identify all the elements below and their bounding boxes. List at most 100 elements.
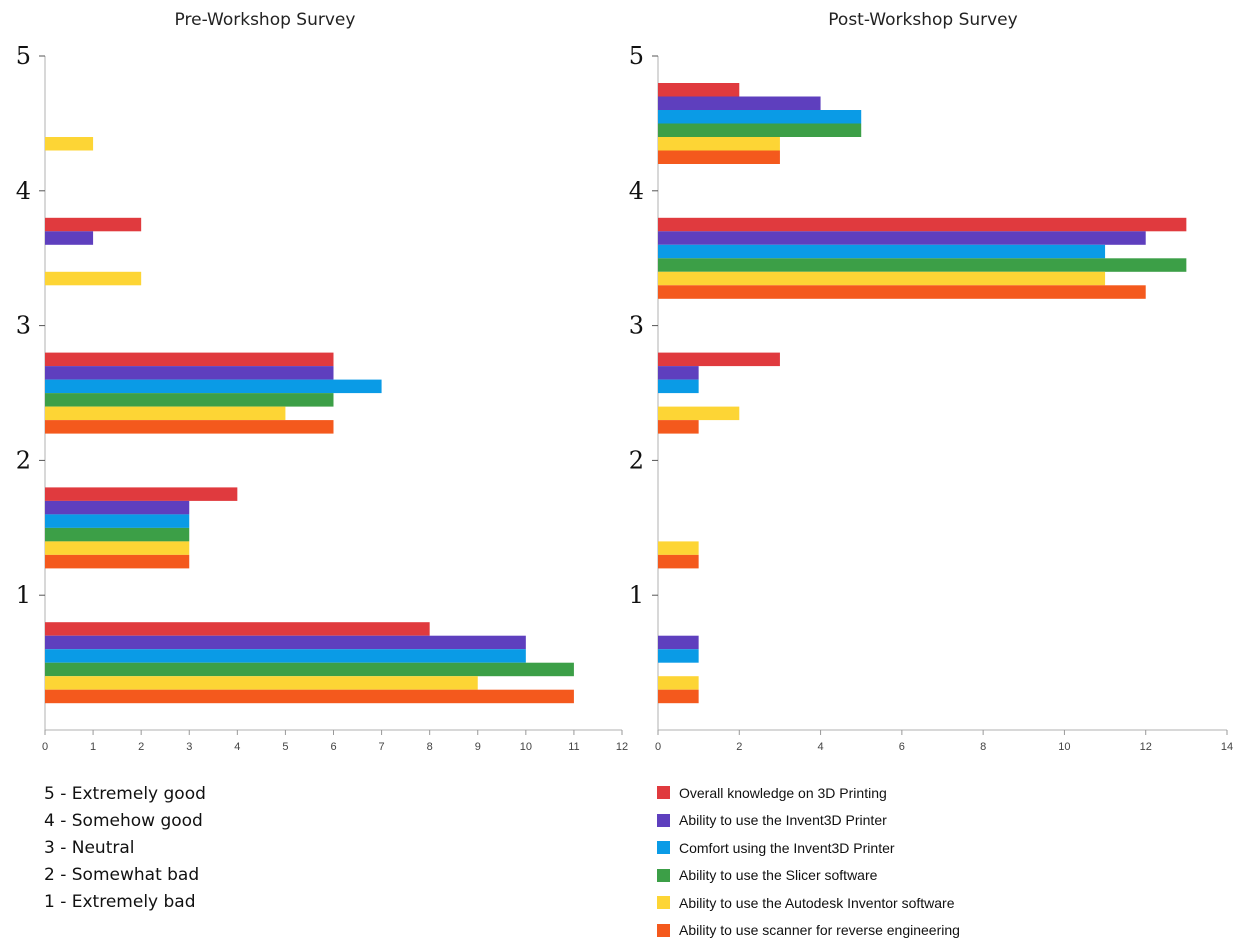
x-tick-label: 8 (427, 741, 433, 753)
y-tick-label: 3 (629, 312, 644, 340)
bar (658, 366, 699, 380)
legend-item: Ability to use the Invent3D Printer (657, 807, 960, 835)
y-tick-label: 1 (16, 581, 31, 609)
x-tick-label: 12 (616, 741, 628, 753)
bar (658, 649, 699, 663)
bar (658, 245, 1105, 258)
bar (658, 218, 1186, 232)
x-tick-label: 12 (1140, 741, 1152, 753)
bar (658, 110, 861, 124)
series-legend: Overall knowledge on 3D Printing Ability… (657, 779, 960, 944)
y-tick-label: 2 (629, 446, 644, 474)
x-tick-label: 8 (980, 741, 986, 753)
bar (45, 528, 189, 542)
legend-label: Ability to use scanner for reverse engin… (679, 922, 960, 938)
bar (658, 137, 780, 151)
x-tick-label: 4 (234, 741, 240, 753)
bar (658, 258, 1186, 272)
bar (658, 541, 699, 555)
legend-label: Ability to use the Slicer software (679, 867, 877, 883)
x-tick-label: 2 (736, 741, 742, 753)
scale-item: 5 - Extremely good (44, 781, 206, 808)
bar (45, 272, 141, 286)
y-tick-label: 1 (629, 581, 644, 609)
bar (45, 380, 382, 394)
legend-label: Overall knowledge on 3D Printing (679, 785, 887, 801)
legend-item: Comfort using the Invent3D Printer (657, 834, 960, 862)
y-tick-label: 4 (16, 177, 31, 205)
scale-item: 2 - Somewhat bad (44, 862, 206, 889)
y-tick-label: 4 (629, 177, 644, 205)
legend-swatch (657, 869, 670, 882)
bar (45, 407, 285, 421)
scale-item: 3 - Neutral (44, 835, 206, 862)
bar (45, 676, 478, 690)
bar (45, 487, 237, 501)
bar (658, 124, 861, 138)
y-tick-label: 2 (16, 446, 31, 474)
legend-swatch (657, 896, 670, 909)
scale-item: 1 - Extremely bad (44, 889, 206, 916)
bar (658, 151, 780, 165)
bar (658, 420, 699, 434)
x-tick-label: 14 (1221, 741, 1233, 753)
chart-title: Post-Workshop Survey (828, 10, 1017, 30)
bar (45, 231, 93, 245)
bar (658, 231, 1146, 245)
bar (658, 285, 1146, 299)
bar (658, 555, 699, 569)
bar (45, 690, 574, 704)
rating-scale-legend: 5 - Extremely good 4 - Somehow good 3 - … (44, 781, 206, 916)
bar (658, 676, 699, 690)
x-tick-label: 9 (475, 741, 481, 753)
y-tick-label: 3 (16, 312, 31, 340)
x-tick-label: 0 (655, 741, 661, 753)
x-tick-label: 3 (186, 741, 192, 753)
bar (45, 663, 574, 677)
bar (658, 272, 1105, 286)
legend-swatch (657, 814, 670, 827)
legend-item: Ability to use scanner for reverse engin… (657, 917, 960, 944)
bar (45, 649, 526, 663)
x-tick-label: 11 (568, 741, 579, 753)
bar (45, 366, 334, 380)
bar (658, 636, 699, 650)
y-tick-label: 5 (629, 42, 644, 70)
x-tick-label: 10 (1058, 741, 1070, 753)
x-tick-label: 1 (90, 741, 96, 753)
x-tick-label: 5 (282, 741, 288, 753)
legend-label: Comfort using the Invent3D Printer (679, 840, 895, 856)
bar (45, 541, 189, 555)
legend-label: Ability to use the Invent3D Printer (679, 812, 887, 828)
legend-swatch (657, 924, 670, 937)
bar (45, 555, 189, 569)
bar (45, 353, 334, 367)
x-tick-label: 6 (899, 741, 905, 753)
x-tick-label: 7 (379, 741, 385, 753)
bar (45, 501, 189, 515)
chart-title: Pre-Workshop Survey (175, 10, 356, 30)
x-tick-label: 6 (330, 741, 336, 753)
bar (658, 83, 739, 97)
bar (658, 690, 699, 704)
x-tick-label: 10 (520, 741, 532, 753)
legend-swatch (657, 841, 670, 854)
bar (45, 393, 334, 407)
legend-swatch (657, 786, 670, 799)
bar (45, 137, 93, 151)
bar (45, 622, 430, 636)
bar (658, 407, 739, 421)
legend-item: Overall knowledge on 3D Printing (657, 779, 960, 807)
bar (45, 636, 526, 650)
bar (658, 353, 780, 367)
y-tick-label: 5 (16, 42, 31, 70)
bar (658, 380, 699, 394)
bar (45, 514, 189, 528)
x-tick-label: 4 (818, 741, 824, 753)
x-tick-label: 2 (138, 741, 144, 753)
legend-item: Ability to use the Autodesk Inventor sof… (657, 889, 960, 917)
x-tick-label: 0 (42, 741, 48, 753)
bar (45, 420, 334, 434)
scale-item: 4 - Somehow good (44, 808, 206, 835)
bar (45, 218, 141, 232)
